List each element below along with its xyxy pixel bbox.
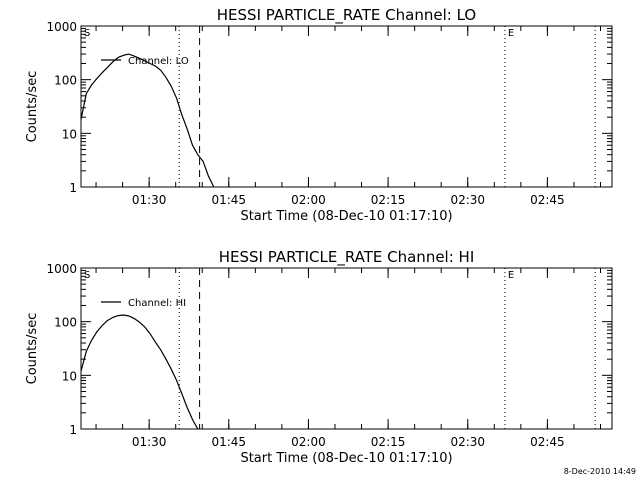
x-tick-label: 02:00 <box>291 193 326 207</box>
x-tick-label: 02:15 <box>371 193 406 207</box>
y-tick-label: 100 <box>54 74 77 88</box>
x-tick-label: 02:30 <box>450 193 485 207</box>
y-tick-label: 1 <box>69 423 77 437</box>
chart-title: HESSI PARTICLE_RATE Channel: LO <box>217 6 476 25</box>
x-tick-label: 01:30 <box>132 193 167 207</box>
time-marker-label: E <box>508 28 514 39</box>
panel-hi: HESSI PARTICLE_RATE Channel: HI Counts/se… <box>25 248 613 466</box>
legend-label: Channel: HI <box>128 298 186 309</box>
y-axis-label: Counts/sec <box>25 71 40 143</box>
plot-frame <box>80 267 613 430</box>
panel-lo: HESSI PARTICLE_RATE Channel: LO Counts/se… <box>25 6 613 224</box>
x-axis-label: Start Time (08-Dec-10 01:17:10) <box>240 451 452 466</box>
time-marker-label: E <box>508 270 514 281</box>
plot-frame <box>80 25 613 188</box>
x-tick-label: 02:45 <box>530 193 565 207</box>
y-tick-label: 10 <box>62 127 77 141</box>
x-tick-label: 02:45 <box>530 435 565 449</box>
x-axis-label: Start Time (08-Dec-10 01:17:10) <box>240 209 452 224</box>
time-marker-label: S <box>84 28 90 39</box>
chart-title: HESSI PARTICLE_RATE Channel: HI <box>219 248 475 267</box>
x-tick-label: 01:30 <box>132 435 167 449</box>
series-line <box>81 53 215 187</box>
y-tick-label: 10 <box>62 369 77 383</box>
legend-label: Channel: LO <box>128 56 189 67</box>
y-tick-label: 1000 <box>46 20 77 34</box>
x-tick-label: 01:45 <box>211 193 246 207</box>
y-tick-label: 1000 <box>46 262 77 276</box>
x-tick-label: 02:30 <box>450 435 485 449</box>
x-tick-label: 02:15 <box>371 435 406 449</box>
x-tick-label: 01:45 <box>211 435 246 449</box>
timestamp-label: 8-Dec-2010 14:49 <box>564 467 636 476</box>
series-line <box>81 314 199 429</box>
x-tick-label: 02:00 <box>291 435 326 449</box>
time-marker-label: S <box>84 270 90 281</box>
y-axis-label: Counts/sec <box>25 313 40 385</box>
y-tick-label: 100 <box>54 316 77 330</box>
y-tick-label: 1 <box>69 181 77 195</box>
